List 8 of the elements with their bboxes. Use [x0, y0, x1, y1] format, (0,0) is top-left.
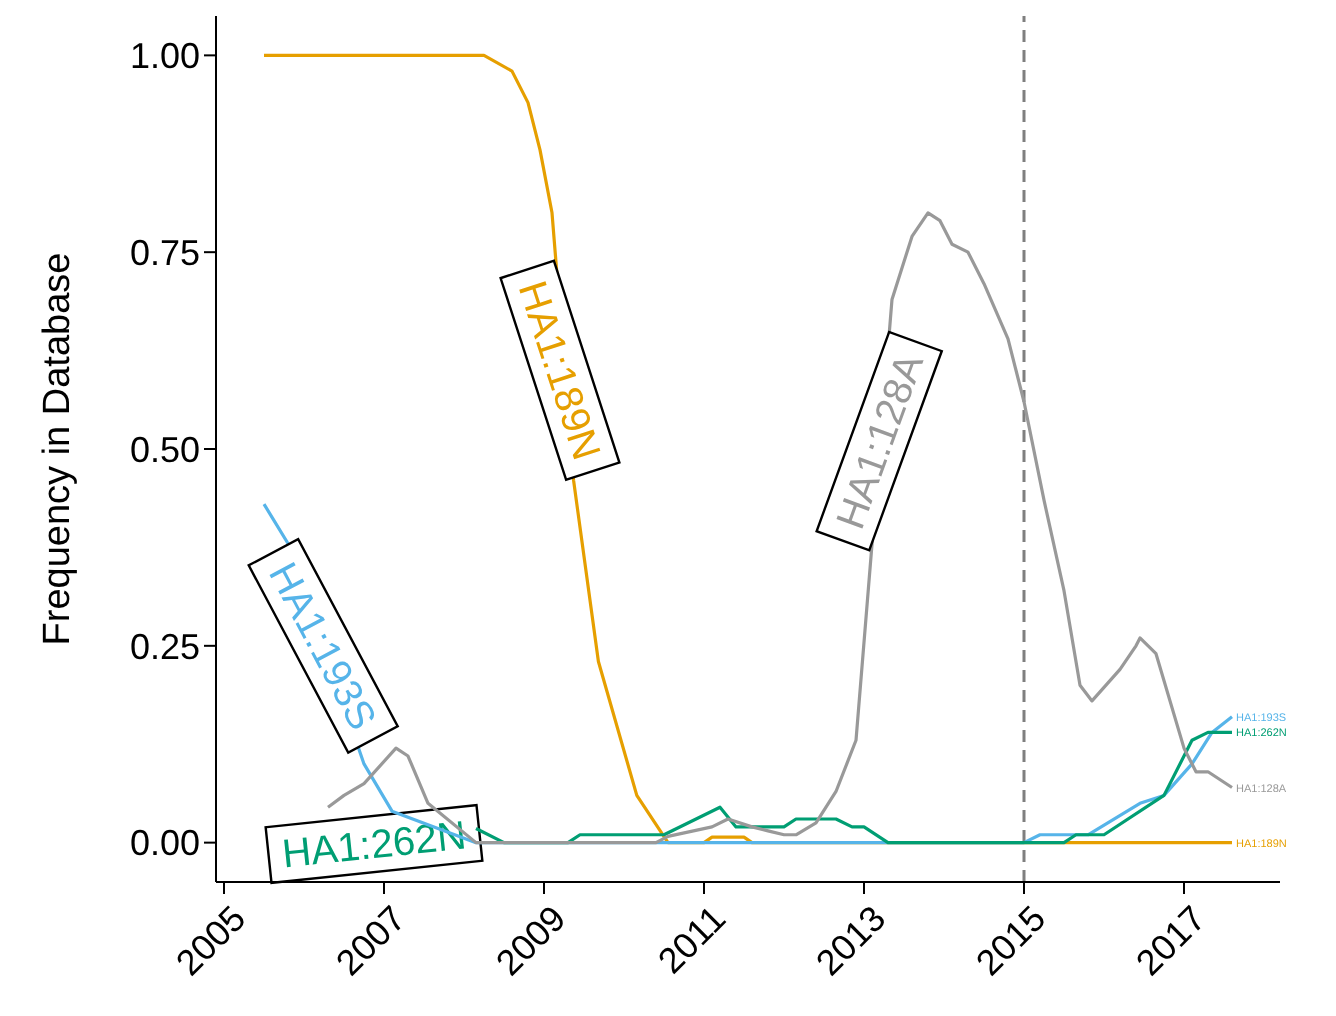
y-tick-label: 0.00: [129, 823, 200, 864]
y-axis-title: Frequency in Database: [37, 252, 80, 646]
line-series: [474, 730, 1234, 845]
y-tick-label: 1.00: [129, 36, 200, 77]
y-tick-label: 0.50: [129, 429, 200, 470]
annotation: HA1:262N: [280, 814, 469, 878]
y-tick-label: 0.75: [129, 232, 200, 273]
y-tick-label: 0.25: [129, 626, 200, 667]
